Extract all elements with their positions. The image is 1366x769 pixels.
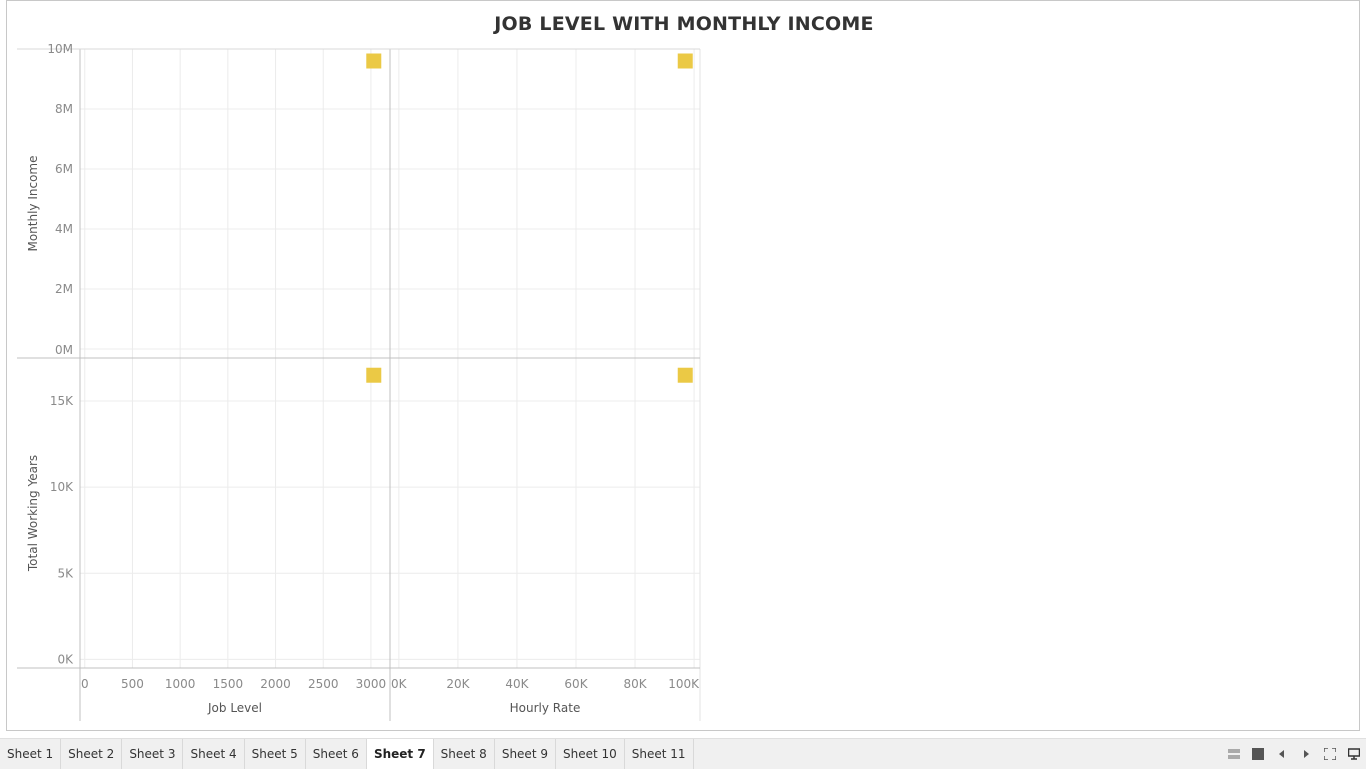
sheet-tab-3[interactable]: Sheet 3 <box>122 739 184 769</box>
x-tick-label: 60K <box>564 677 588 691</box>
x-tick-label: 3000 <box>356 677 387 691</box>
chart-title: JOB LEVEL WITH MONTHLY INCOME <box>494 13 874 35</box>
prev-arrow-icon[interactable] <box>1276 748 1288 760</box>
grid-view-icon[interactable] <box>1228 748 1240 760</box>
x-tick-label: 1500 <box>213 677 244 691</box>
data-point-mark[interactable] <box>677 53 693 69</box>
x-tick-label: 500 <box>121 677 144 691</box>
y-tick-label: 6M <box>55 162 73 176</box>
presentation-icon[interactable] <box>1348 748 1360 760</box>
y-tick-label: 0K <box>57 652 74 666</box>
sheet-tab-bar: Sheet 1 Sheet 2 Sheet 3 Sheet 4 Sheet 5 Sheet… <box>0 738 1366 769</box>
x-tick-label: 2500 <box>308 677 339 691</box>
sheet-tab-6[interactable]: Sheet 6 <box>306 739 367 769</box>
x-tick-label: 80K <box>623 677 647 691</box>
y-tick-label: 15K <box>50 394 74 408</box>
y-axis-title: Monthly Income <box>26 155 40 251</box>
y-axis-title: Total Working Years <box>26 455 40 572</box>
sheet-tab-5[interactable]: Sheet 5 <box>245 739 306 769</box>
worksheet: JOB LEVEL WITH MONTHLY INCOME 0M 2M 4M 6M 8M… <box>6 0 1360 731</box>
sheet-tabs: Sheet 1 Sheet 2 Sheet 3 Sheet 4 Sheet 5 Sheet… <box>0 739 694 769</box>
y-tick-label: 10K <box>50 480 74 494</box>
x-tick-label: 40K <box>505 677 529 691</box>
sheet-tab-10[interactable]: Sheet 10 <box>556 739 625 769</box>
chart-area: 0M 2M 4M 6M 8M 10M Monthly Income 0K 5K 10K 15K Tot… <box>17 42 701 721</box>
x-tick-label: 0K <box>391 677 408 691</box>
tab-controls <box>1228 739 1360 769</box>
x-tick-label: 20K <box>446 677 470 691</box>
single-view-icon[interactable] <box>1252 748 1264 760</box>
fullscreen-icon[interactable] <box>1324 748 1336 760</box>
next-arrow-icon[interactable] <box>1300 748 1312 760</box>
data-point-mark[interactable] <box>366 367 382 383</box>
x-axis-title: Job Level <box>207 701 262 715</box>
sheet-tab-7[interactable]: Sheet 7 <box>366 739 434 769</box>
x-tick-label: 2000 <box>260 677 291 691</box>
sheet-tab-9[interactable]: Sheet 9 <box>495 739 556 769</box>
sheet-tab-8[interactable]: Sheet 8 <box>434 739 495 769</box>
y-tick-label: 2M <box>55 282 73 296</box>
y-tick-label: 10M <box>47 42 73 56</box>
y-tick-label: 0M <box>55 343 73 357</box>
sheet-tab-2[interactable]: Sheet 2 <box>61 739 123 769</box>
x-tick-label: 0 <box>81 677 89 691</box>
sheet-tab-11[interactable]: Sheet 11 <box>625 739 694 769</box>
y-tick-label: 4M <box>55 222 73 236</box>
x-axis-title: Hourly Rate <box>510 701 581 715</box>
sheet-tab-4[interactable]: Sheet 4 <box>183 739 245 769</box>
y-tick-label: 5K <box>57 566 74 580</box>
data-point-mark[interactable] <box>366 53 382 69</box>
x-tick-label: 100K <box>668 677 700 691</box>
data-point-mark[interactable] <box>677 367 693 383</box>
sheet-tab-1[interactable]: Sheet 1 <box>0 739 62 769</box>
y-tick-label: 8M <box>55 102 73 116</box>
x-tick-label: 1000 <box>165 677 196 691</box>
